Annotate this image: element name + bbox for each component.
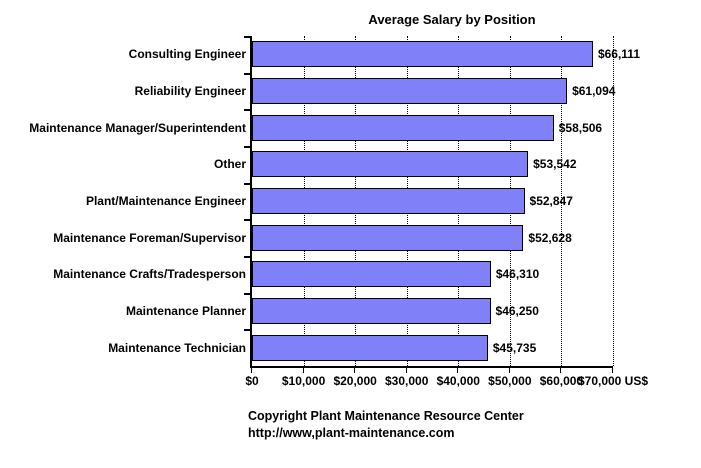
bar	[252, 188, 525, 214]
bar	[252, 41, 593, 67]
y-axis-tick	[244, 109, 250, 111]
x-axis-tick	[251, 368, 252, 373]
x-axis-tick	[457, 368, 459, 373]
category-label: Maintenance Technician	[108, 341, 246, 355]
plot-area: Consulting Engineer $66,111 Reliability En…	[29, 36, 648, 388]
bar	[252, 298, 491, 324]
category-label: Reliability Engineer	[134, 84, 246, 98]
x-axis-tick	[560, 368, 562, 373]
category-label: Plant/Maintenance Engineer	[85, 194, 246, 208]
value-label: $52,628	[528, 231, 572, 245]
value-label: $58,506	[558, 121, 603, 135]
category-label: Other	[213, 157, 246, 171]
bar	[252, 151, 529, 177]
x-axis-tick-label: $10,000	[281, 374, 326, 388]
y-axis-tick	[244, 183, 250, 185]
category-label: Consulting Engineer	[128, 47, 246, 61]
x-axis-tick-label: $60,000	[539, 374, 584, 388]
bar	[252, 261, 491, 287]
footer-url: http://www,plant-maintenance.com	[248, 426, 455, 440]
x-axis-tick-label: $70,000 US$	[577, 374, 649, 388]
value-label: $46,250	[495, 304, 539, 318]
value-label: $66,111	[597, 47, 640, 61]
footer-copyright: Copyright Plant Maintenance Resource Cen…	[248, 409, 524, 423]
y-axis-tick	[244, 329, 250, 331]
bar	[252, 335, 488, 361]
category-label: Maintenance Planner	[125, 304, 246, 318]
gridline	[561, 36, 563, 366]
value-label: $52,847	[529, 194, 573, 208]
category-label: Maintenance Foreman/Supervisor	[53, 231, 246, 245]
y-axis-tick	[244, 256, 250, 258]
x-axis-tick	[354, 368, 356, 373]
value-label: $61,094	[572, 84, 616, 98]
y-axis-tick	[244, 293, 250, 295]
x-axis-tick-label: $40,000	[436, 374, 480, 388]
x-axis-tick-label: $30,000	[385, 374, 429, 388]
value-label: $46,310	[495, 267, 540, 281]
x-axis-tick-label: $50,000	[488, 374, 532, 388]
x-axis-tick-label: $20,000	[333, 374, 377, 388]
y-axis-tick	[244, 36, 250, 38]
category-label: Maintenance Manager/Superintendent	[29, 121, 246, 135]
x-axis-tick	[302, 368, 304, 373]
chart-title: Average Salary by Position	[368, 12, 536, 27]
x-axis-tick-label: $0	[245, 374, 259, 388]
chart-footer: Copyright Plant Maintenance Resource Cen…	[248, 408, 524, 442]
category-label: Maintenance Crafts/Tradesperson	[53, 267, 246, 281]
value-label: $53,542	[533, 157, 577, 171]
gridline	[613, 36, 614, 366]
bar	[252, 115, 554, 141]
x-axis-tick	[508, 368, 510, 373]
bar	[252, 225, 524, 251]
bar	[252, 78, 568, 104]
y-axis-tick	[244, 73, 250, 75]
x-axis-tick	[405, 368, 407, 373]
y-axis-tick	[244, 219, 250, 221]
y-axis-tick	[244, 146, 250, 148]
value-label: $45,735	[492, 341, 537, 355]
x-axis-tick	[612, 368, 613, 373]
